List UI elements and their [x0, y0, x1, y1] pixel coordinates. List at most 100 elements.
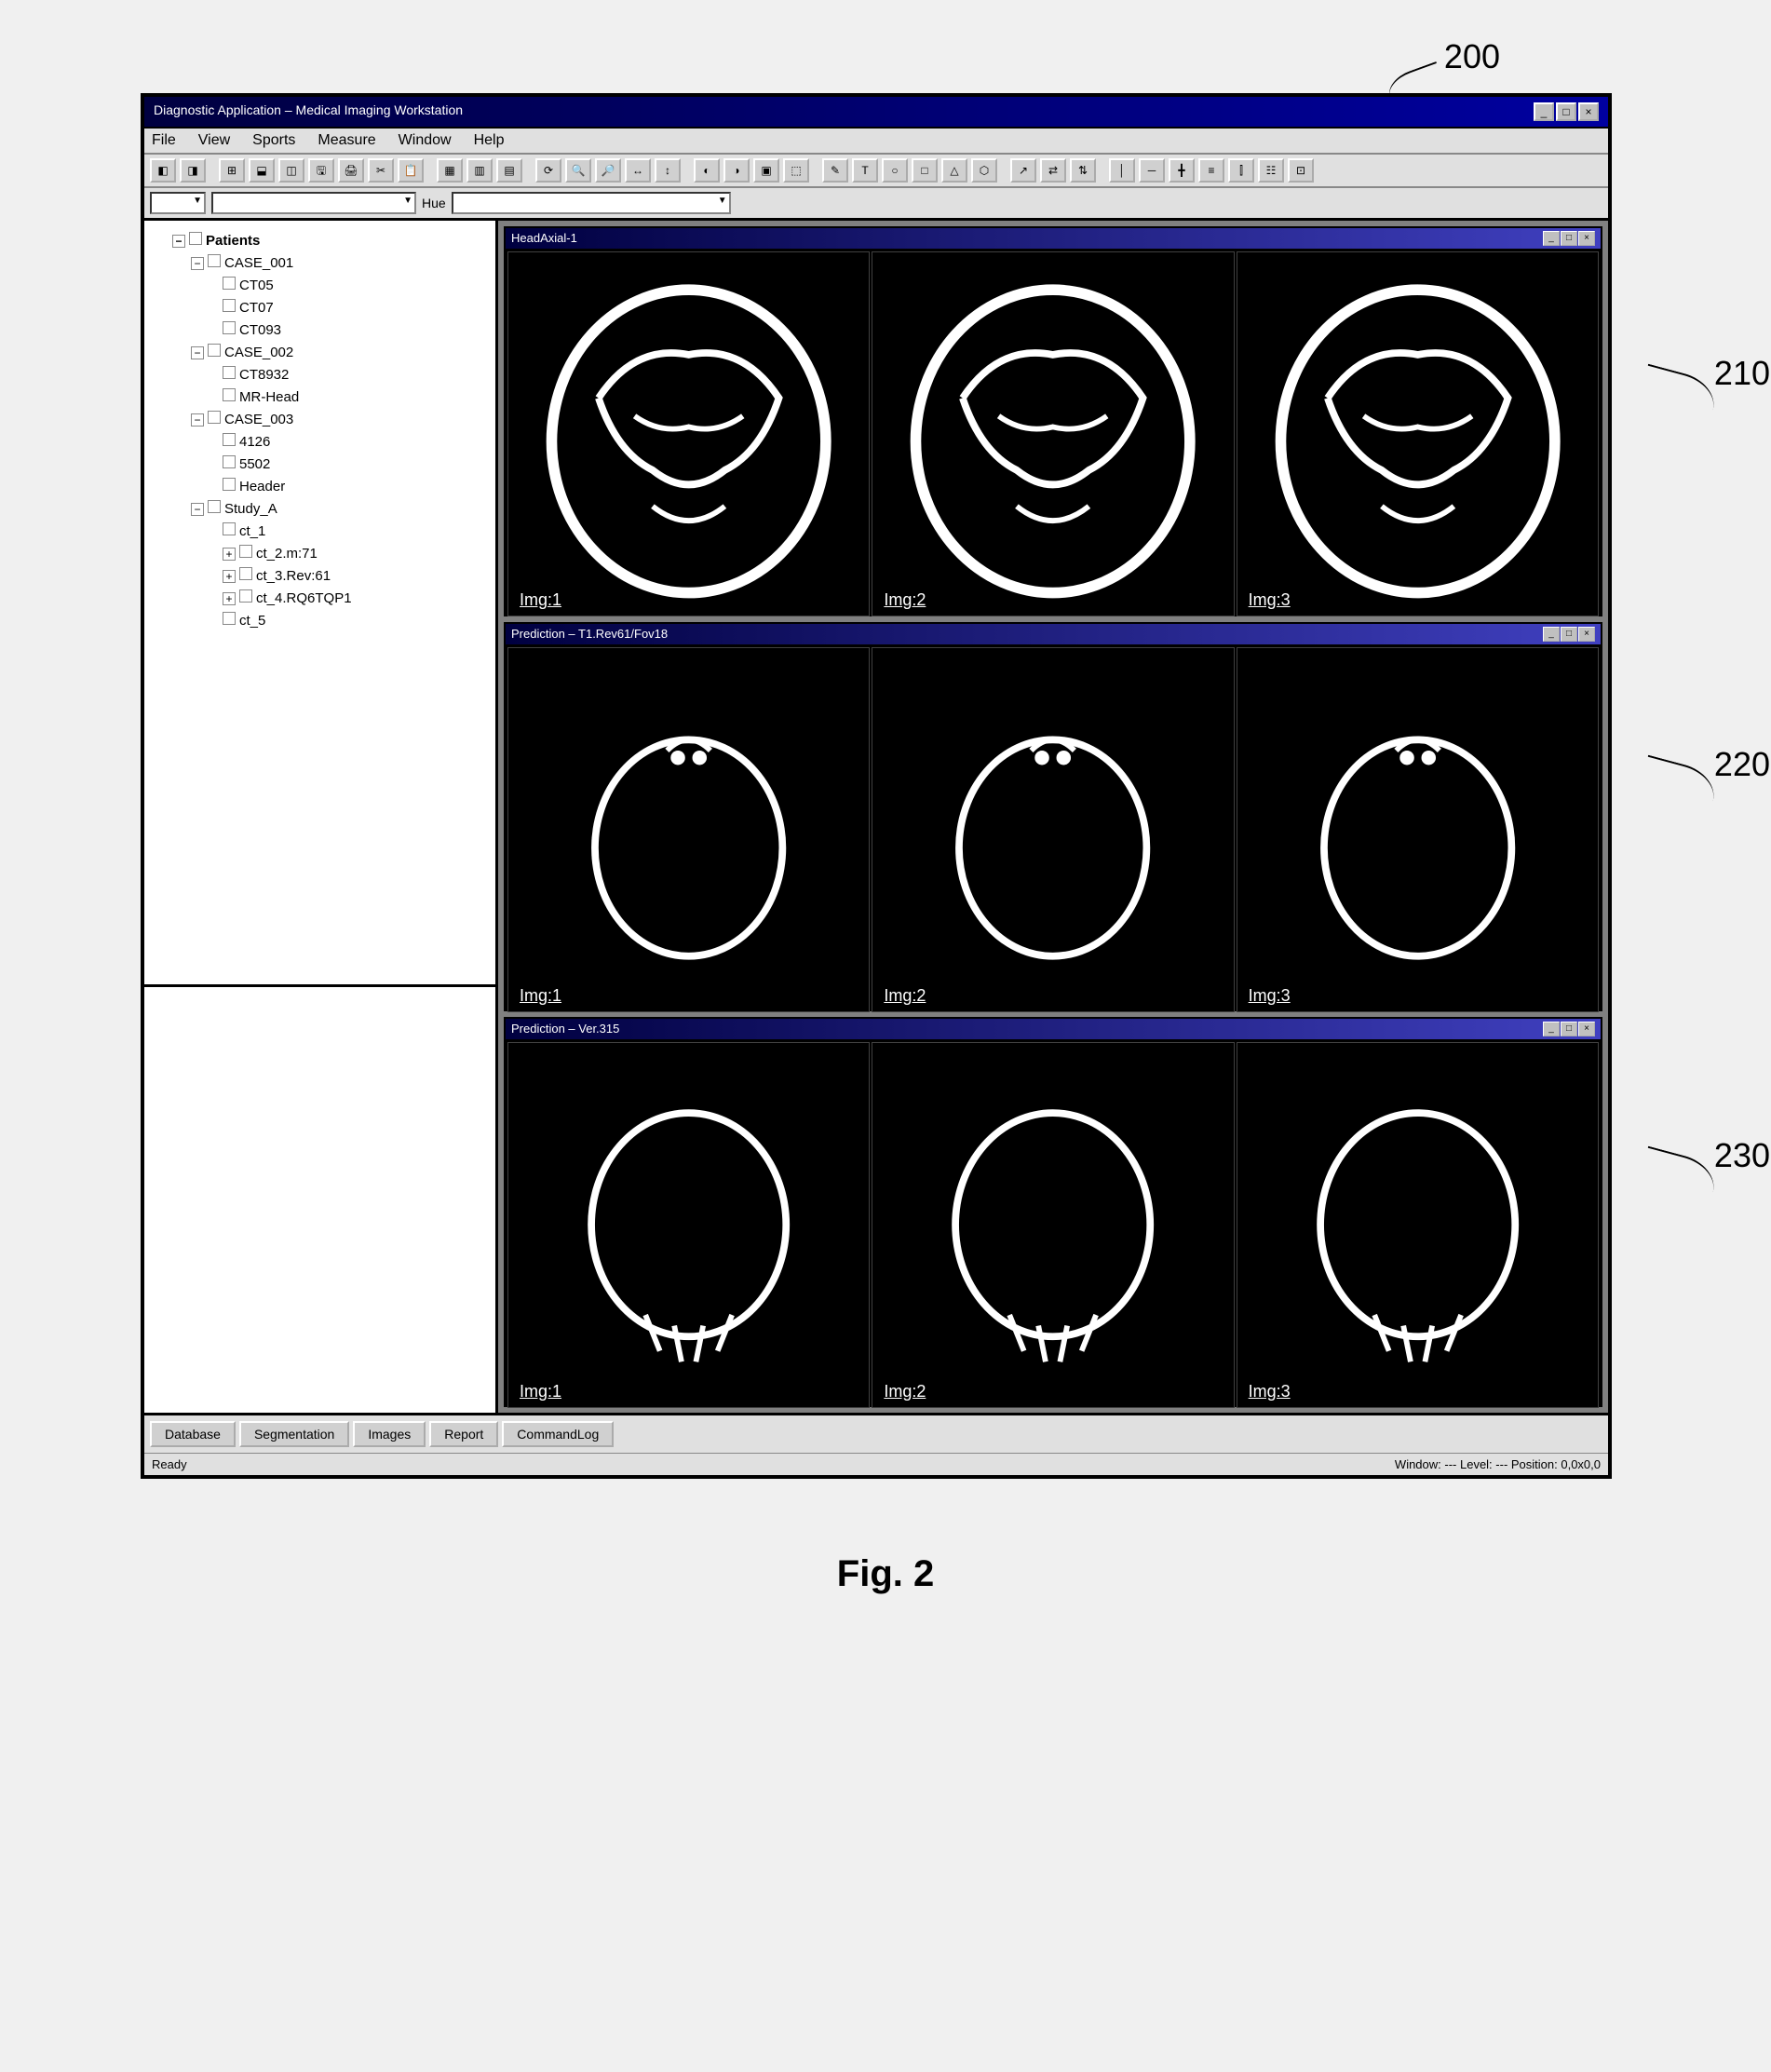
- tree-case1-c[interactable]: CT093: [154, 319, 486, 342]
- tb-view1-icon[interactable]: ▦: [437, 158, 463, 183]
- mdi1-min-button[interactable]: _: [1543, 231, 1560, 246]
- tb-fliph-icon[interactable]: ↔: [625, 158, 651, 183]
- tb-paste-icon[interactable]: 📋: [398, 158, 424, 183]
- close-button[interactable]: ×: [1578, 102, 1599, 121]
- tb-zoomout-icon[interactable]: 🔎: [595, 158, 621, 183]
- mdi3-max-button[interactable]: □: [1561, 1022, 1577, 1036]
- tree-study[interactable]: −Study_A: [154, 498, 486, 521]
- combo-series[interactable]: [211, 192, 416, 214]
- menu-view[interactable]: View: [198, 132, 230, 149]
- scan-3-3[interactable]: Img:3: [1237, 1042, 1599, 1407]
- mdi2-max-button[interactable]: □: [1561, 627, 1577, 642]
- tb-text-icon[interactable]: T: [852, 158, 878, 183]
- scan-image-icon: [872, 1043, 1233, 1406]
- tb-contrast2-icon[interactable]: ◑: [723, 158, 750, 183]
- scan-image-icon: [872, 252, 1233, 616]
- tb-vline-icon[interactable]: │: [1109, 158, 1135, 183]
- combo-preset[interactable]: [150, 192, 206, 214]
- scan-3-1[interactable]: Img:1: [507, 1042, 870, 1407]
- tab-segmentation[interactable]: Segmentation: [239, 1421, 349, 1447]
- tb-draw-icon[interactable]: ✎: [822, 158, 848, 183]
- tree-study-b[interactable]: +ct_2.m:71: [154, 543, 486, 565]
- tb-panel-icon[interactable]: ◫: [278, 158, 304, 183]
- tb-contrast1-icon[interactable]: ◐: [694, 158, 720, 183]
- tb-hline-icon[interactable]: ─: [1139, 158, 1165, 183]
- scan-1-3[interactable]: Img:3: [1237, 251, 1599, 616]
- tree-case3-c[interactable]: Header: [154, 476, 486, 498]
- scan-2-3[interactable]: Img:3: [1237, 647, 1599, 1012]
- tb-layout2-icon[interactable]: ◨: [180, 158, 206, 183]
- tb-polygon-icon[interactable]: ⬡: [971, 158, 997, 183]
- combo-hue[interactable]: [452, 192, 731, 214]
- tree-study-a[interactable]: ct_1: [154, 521, 486, 543]
- tree-case3-a[interactable]: 4126: [154, 431, 486, 454]
- tree-root[interactable]: −Patients: [154, 230, 486, 252]
- minimize-button[interactable]: _: [1534, 102, 1554, 121]
- tb-layout1-icon[interactable]: ◧: [150, 158, 176, 183]
- tb-cut-icon[interactable]: ✂: [368, 158, 394, 183]
- mdi1-max-button[interactable]: □: [1561, 231, 1577, 246]
- tb-circle-icon[interactable]: ○: [882, 158, 908, 183]
- menu-sports[interactable]: Sports: [252, 132, 295, 149]
- tb-region-icon[interactable]: ▣: [753, 158, 779, 183]
- menu-measure[interactable]: Measure: [318, 132, 375, 149]
- tb-bars-icon[interactable]: ⫿: [1228, 158, 1254, 183]
- tree-case2-a[interactable]: CT8932: [154, 364, 486, 386]
- menu-file[interactable]: File: [152, 132, 176, 149]
- tb-arrow-icon[interactable]: ↗: [1010, 158, 1036, 183]
- scan-2-1[interactable]: Img:1: [507, 647, 870, 1012]
- mdi-title-1[interactable]: HeadAxial-1 _ □ ×: [506, 228, 1601, 250]
- tab-report[interactable]: Report: [429, 1421, 498, 1447]
- mdi3-min-button[interactable]: _: [1543, 1022, 1560, 1036]
- scan-3-2[interactable]: Img:2: [872, 1042, 1234, 1407]
- menu-help[interactable]: Help: [474, 132, 505, 149]
- tb-grid-icon[interactable]: ⊞: [219, 158, 245, 183]
- tree-case2-b[interactable]: MR-Head: [154, 386, 486, 409]
- tab-database[interactable]: Database: [150, 1421, 236, 1447]
- scan-1-1[interactable]: Img:1: [507, 251, 870, 616]
- tree-study-e[interactable]: ct_5: [154, 610, 486, 632]
- tb-triangle-icon[interactable]: △: [941, 158, 967, 183]
- tree-study-c[interactable]: +ct_3.Rev:61: [154, 565, 486, 588]
- tree-study-d[interactable]: +ct_4.RQ6TQP1: [154, 588, 486, 610]
- mdi-title-3[interactable]: Prediction – Ver.315 _ □ ×: [506, 1019, 1601, 1040]
- tb-zoomin-icon[interactable]: 🔍: [565, 158, 591, 183]
- log-pane[interactable]: [144, 984, 495, 1413]
- tb-print-icon[interactable]: 🖨: [338, 158, 364, 183]
- scan-1-2[interactable]: Img:2: [872, 251, 1234, 616]
- tree-case1[interactable]: −CASE_001: [154, 252, 486, 275]
- callout-200: 200: [1444, 37, 1500, 76]
- tree-pane[interactable]: −Patients −CASE_001 CT05 CT07 CT093 −CAS…: [144, 221, 495, 984]
- tree-case2[interactable]: −CASE_002: [154, 342, 486, 364]
- menu-window[interactable]: Window: [399, 132, 452, 149]
- mdi-title-2[interactable]: Prediction – T1.Rev61/Fov18 _ □ ×: [506, 624, 1601, 645]
- tree-case3[interactable]: −CASE_003: [154, 409, 486, 431]
- tb-view2-icon[interactable]: ▥: [466, 158, 493, 183]
- tb-rotate-icon[interactable]: ⟳: [535, 158, 561, 183]
- tb-grid2-icon[interactable]: ☷: [1258, 158, 1284, 183]
- tb-selection-icon[interactable]: ⬚: [783, 158, 809, 183]
- tb-flipv-icon[interactable]: ↕: [655, 158, 681, 183]
- tree-case1-b[interactable]: CT07: [154, 297, 486, 319]
- tb-view3-icon[interactable]: ▤: [496, 158, 522, 183]
- mdi2-min-button[interactable]: _: [1543, 627, 1560, 642]
- tab-commandlog[interactable]: CommandLog: [502, 1421, 614, 1447]
- mdi1-close-button[interactable]: ×: [1578, 231, 1595, 246]
- tb-frame-icon[interactable]: ⊡: [1288, 158, 1314, 183]
- tree-case1-a[interactable]: CT05: [154, 275, 486, 297]
- mdi3-close-button[interactable]: ×: [1578, 1022, 1595, 1036]
- toolbar-main: ◧ ◨ ⊞ ⬓ ◫ 🖫 🖨 ✂ 📋 ▦ ▥ ▤ ⟳ 🔍 🔎 ↔ ↕ ◐ ◑ ▣ …: [144, 155, 1608, 188]
- tb-split-icon[interactable]: ⬓: [249, 158, 275, 183]
- tb-swapv-icon[interactable]: ⇅: [1070, 158, 1096, 183]
- tb-rect-icon[interactable]: □: [912, 158, 938, 183]
- menubar: File View Sports Measure Window Help: [144, 129, 1608, 155]
- tb-cross-icon[interactable]: ╋: [1169, 158, 1195, 183]
- tb-stack-icon[interactable]: ≡: [1198, 158, 1224, 183]
- maximize-button[interactable]: □: [1556, 102, 1576, 121]
- tb-save-icon[interactable]: 🖫: [308, 158, 334, 183]
- tab-images[interactable]: Images: [353, 1421, 426, 1447]
- scan-2-2[interactable]: Img:2: [872, 647, 1234, 1012]
- tb-swaph-icon[interactable]: ⇄: [1040, 158, 1066, 183]
- mdi2-close-button[interactable]: ×: [1578, 627, 1595, 642]
- tree-case3-b[interactable]: 5502: [154, 454, 486, 476]
